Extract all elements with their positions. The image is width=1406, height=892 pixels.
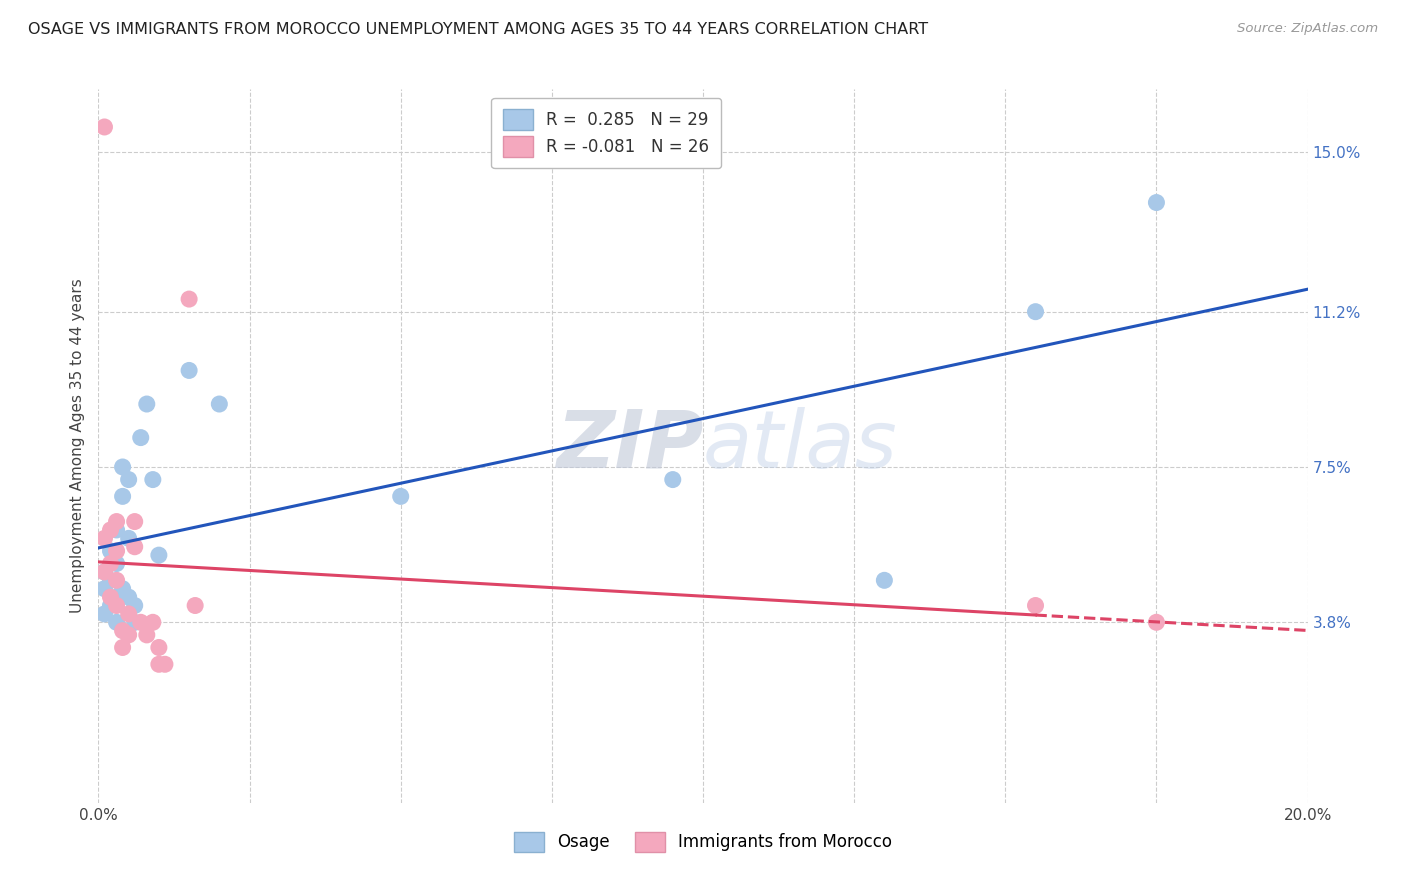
Point (100, 574, 122, 588)
Point (124, 615, 146, 630)
Point (105, 599, 128, 613)
Point (661, 473, 683, 487)
Point (148, 640, 170, 655)
Point (129, 431, 152, 445)
Point (1144, 615, 1167, 630)
Point (118, 473, 141, 487)
Point (93, 120, 115, 134)
Text: Source: ZipAtlas.com: Source: ZipAtlas.com (1237, 22, 1378, 36)
Point (118, 628, 141, 642)
Point (111, 489, 134, 503)
Point (111, 460, 134, 475)
Point (179, 363, 201, 377)
Point (389, 489, 412, 503)
Point (142, 615, 165, 630)
Point (105, 515, 128, 529)
Point (135, 397, 157, 411)
Point (93, 532, 115, 546)
Point (124, 599, 146, 613)
Y-axis label: Unemployment Among Ages 35 to 44 years: Unemployment Among Ages 35 to 44 years (70, 278, 86, 614)
Text: ZIP: ZIP (555, 407, 703, 485)
Point (100, 523, 122, 537)
Point (105, 544, 128, 558)
Point (129, 615, 152, 630)
Point (124, 540, 146, 554)
Point (1024, 304, 1046, 318)
Point (105, 574, 128, 588)
Point (1144, 195, 1167, 210)
Point (148, 548, 170, 562)
Point (93, 565, 115, 579)
Point (153, 657, 176, 672)
Point (100, 557, 122, 571)
Point (111, 624, 134, 638)
Point (100, 544, 122, 558)
Point (1024, 599, 1046, 613)
Point (93, 582, 115, 596)
Point (100, 599, 122, 613)
Point (118, 532, 141, 546)
Point (148, 657, 170, 672)
Point (142, 473, 165, 487)
Point (93, 607, 115, 621)
Text: OSAGE VS IMMIGRANTS FROM MOROCCO UNEMPLOYMENT AMONG AGES 35 TO 44 YEARS CORRELAT: OSAGE VS IMMIGRANTS FROM MOROCCO UNEMPLO… (28, 22, 928, 37)
Point (208, 397, 231, 411)
Point (100, 590, 122, 604)
Point (118, 590, 141, 604)
Point (105, 615, 128, 630)
Point (184, 599, 207, 613)
Point (105, 590, 128, 604)
Point (105, 557, 128, 571)
Point (111, 640, 134, 655)
Point (179, 292, 201, 306)
Point (124, 515, 146, 529)
Point (118, 607, 141, 621)
Point (93, 565, 115, 579)
Point (105, 523, 128, 537)
Legend: Osage, Immigrants from Morocco: Osage, Immigrants from Morocco (508, 825, 898, 859)
Text: atlas: atlas (703, 407, 898, 485)
Point (111, 582, 134, 596)
Point (873, 574, 896, 588)
Point (135, 628, 157, 642)
